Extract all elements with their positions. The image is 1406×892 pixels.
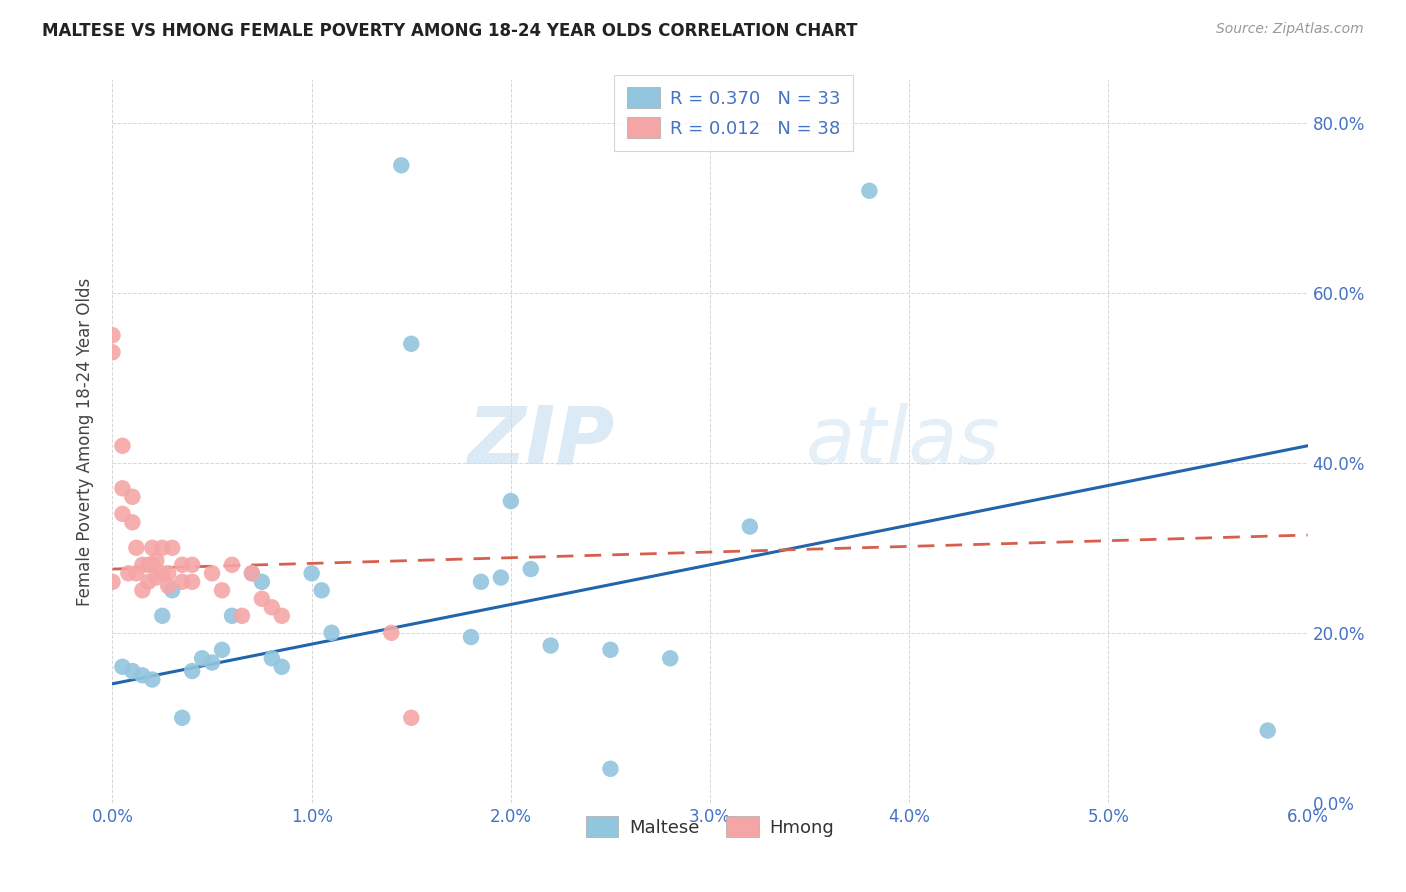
Point <box>221 558 243 572</box>
Point <box>211 642 233 657</box>
Point <box>131 558 153 572</box>
Point <box>101 574 124 589</box>
Point <box>121 516 143 530</box>
Point <box>738 519 761 533</box>
Point <box>111 481 134 495</box>
Text: MALTESE VS HMONG FEMALE POVERTY AMONG 18-24 YEAR OLDS CORRELATION CHART: MALTESE VS HMONG FEMALE POVERTY AMONG 18… <box>42 22 858 40</box>
Point <box>380 625 402 640</box>
Text: Source: ZipAtlas.com: Source: ZipAtlas.com <box>1216 22 1364 37</box>
Point <box>111 507 134 521</box>
Point <box>270 608 292 623</box>
Point <box>121 664 143 678</box>
Point <box>141 558 163 572</box>
Point <box>150 541 173 555</box>
Point <box>499 494 522 508</box>
Point <box>172 558 194 572</box>
Point <box>138 558 160 572</box>
Point <box>111 439 134 453</box>
Point <box>599 762 621 776</box>
Point <box>141 673 163 687</box>
Point <box>221 608 243 623</box>
Point <box>181 574 204 589</box>
Point <box>150 566 173 581</box>
Point <box>201 656 224 670</box>
Point <box>250 574 273 589</box>
Point <box>599 642 621 657</box>
Point <box>150 608 173 623</box>
Point <box>157 566 180 581</box>
Point <box>231 608 253 623</box>
Point <box>181 664 204 678</box>
Legend: Maltese, Hmong: Maltese, Hmong <box>578 809 842 845</box>
Point <box>389 158 412 172</box>
Point <box>260 600 283 615</box>
Point <box>240 566 263 581</box>
Point <box>125 566 148 581</box>
Text: ZIP: ZIP <box>467 402 614 481</box>
Point <box>117 566 139 581</box>
Point <box>121 490 143 504</box>
Point <box>401 711 423 725</box>
Point <box>250 591 273 606</box>
Point <box>858 184 880 198</box>
Point <box>141 541 163 555</box>
Point <box>470 574 492 589</box>
Point <box>401 336 423 351</box>
Point <box>540 639 562 653</box>
Point <box>460 630 482 644</box>
Point <box>125 541 148 555</box>
Point <box>1257 723 1279 738</box>
Point <box>111 660 134 674</box>
Point <box>301 566 323 581</box>
Point <box>201 566 224 581</box>
Point <box>145 553 167 567</box>
Point <box>131 583 153 598</box>
Point <box>101 328 124 343</box>
Point <box>311 583 333 598</box>
Point <box>157 579 180 593</box>
Point <box>270 660 292 674</box>
Point <box>138 574 160 589</box>
Point <box>211 583 233 598</box>
Point <box>191 651 214 665</box>
Point <box>659 651 682 665</box>
Y-axis label: Female Poverty Among 18-24 Year Olds: Female Poverty Among 18-24 Year Olds <box>76 277 94 606</box>
Point <box>162 541 183 555</box>
Point <box>131 668 153 682</box>
Point <box>181 558 204 572</box>
Point <box>101 345 124 359</box>
Point <box>489 570 512 584</box>
Point <box>520 562 543 576</box>
Point <box>172 711 194 725</box>
Point <box>321 625 343 640</box>
Point <box>240 566 263 581</box>
Text: atlas: atlas <box>806 402 1001 481</box>
Point <box>172 574 194 589</box>
Point <box>260 651 283 665</box>
Point <box>145 570 167 584</box>
Point <box>162 583 183 598</box>
